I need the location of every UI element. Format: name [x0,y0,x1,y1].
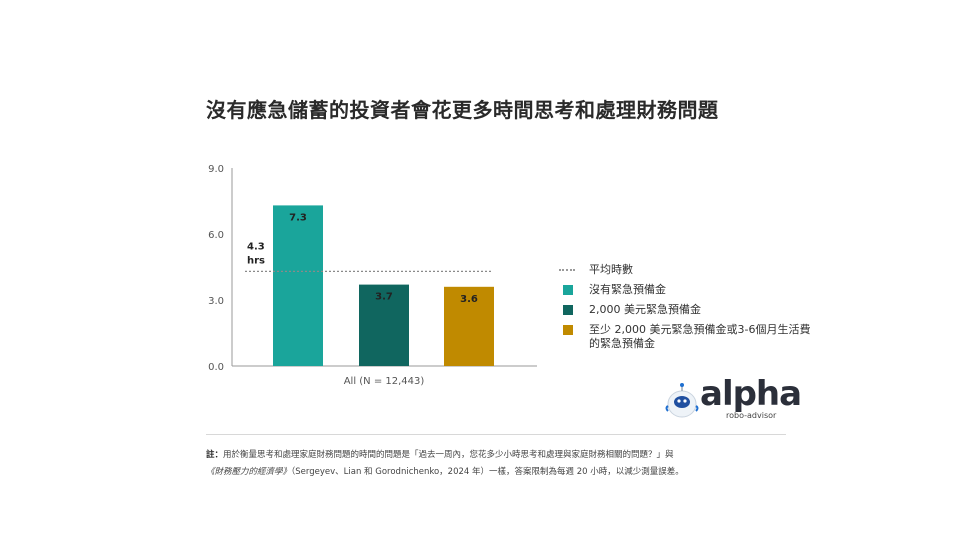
legend-item-average: 平均時數 [557,263,817,277]
bar [444,286,494,366]
average-label-unit: hrs [247,255,265,266]
legend-label-2000-fund: 2,000 美元緊急預備金 [589,303,701,316]
y-tick-label: 9.0 [208,164,224,175]
bar [273,205,323,366]
chart-title: 沒有應急儲蓄的投資者會花更多時間思考和處理財務問題 [206,98,719,122]
legend-label-full-fund: 至少 2,000 美元緊急預備金或3-6個月生活費的緊急預備金 [589,323,811,350]
average-line-swatch [559,269,575,271]
x-category-label: All (N = 12,443) [344,376,425,387]
y-tick-label: 0.0 [208,362,224,373]
legend-swatch-no-fund [563,285,573,295]
footnote-text-1: 用於衡量思考和處理家庭財務問題的時間的問題是「過去一周內，您花多少小時思考和處理… [223,450,674,460]
legend-item-2000-fund: 2,000 美元緊急預備金 [557,303,817,317]
legend-swatch-2000-fund [563,305,573,315]
footnote-divider [206,434,786,435]
legend-item-no-fund: 沒有緊急預備金 [557,283,817,297]
bar-data-label: 7.3 [289,212,307,223]
footnote-book-title: 《財務壓力的經濟學》 [206,467,292,477]
legend-item-full-fund: 至少 2,000 美元緊急預備金或3-6個月生活費的緊急預備金 [557,323,817,351]
legend: 平均時數 沒有緊急預備金 2,000 美元緊急預備金 至少 2,000 美元緊急… [557,263,817,357]
footnote-prefix: 註： [206,450,224,460]
average-label-value: 4.3 [247,241,265,252]
bar-data-label: 3.7 [375,292,393,303]
bar [359,284,409,366]
logo-wordmark: alpha [700,374,802,414]
bar-data-label: 3.6 [460,294,478,305]
legend-label-average: 平均時數 [589,263,633,276]
y-tick-label: 6.0 [208,230,224,241]
alpha-logo: alpha robo-advisor [664,374,802,426]
footnote: 註：用於衡量思考和處理家庭財務問題的時間的問題是「過去一周內，您花多少小時思考和… [206,447,786,481]
robot-mascot-icon [665,383,699,418]
logo-subtitle: robo-advisor [726,411,777,420]
y-tick-label: 3.0 [208,296,224,307]
footnote-text-2: （Sergeyev、Lian 和 Gorodnichenko，2024 年）一樣… [291,467,684,477]
legend-swatch-full-fund [563,325,573,335]
legend-label-no-fund: 沒有緊急預備金 [589,283,666,296]
